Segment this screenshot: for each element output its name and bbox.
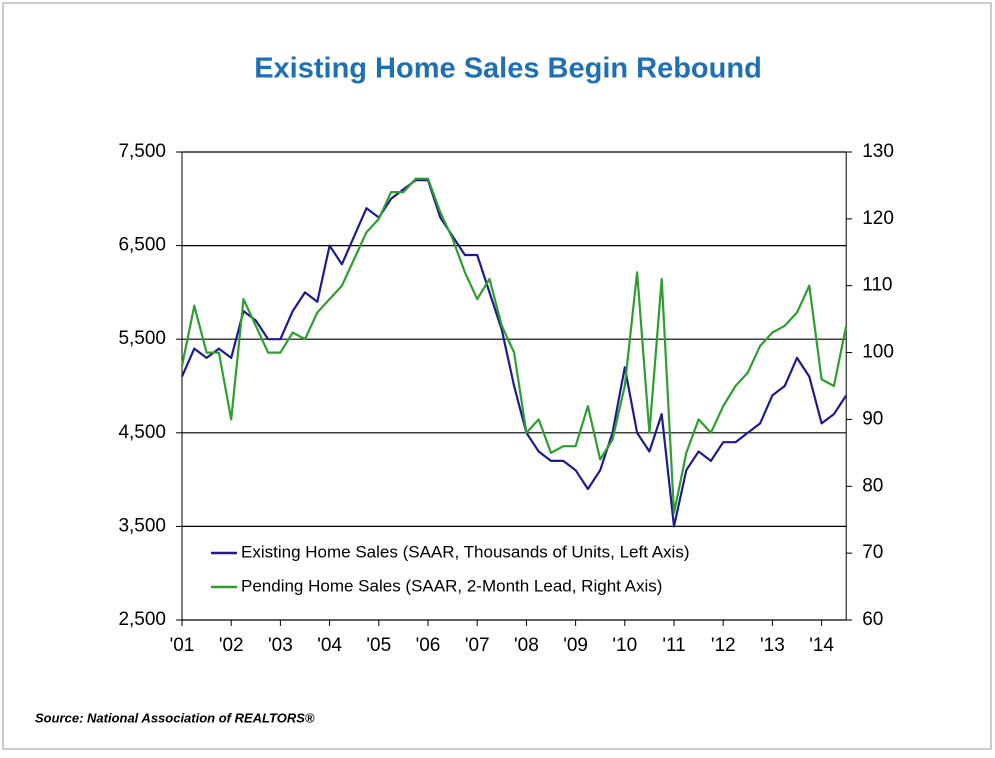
y2-tick-label: 60 <box>862 609 883 630</box>
y-tick-label: 2,500 <box>118 609 166 630</box>
x-tick-label: '03 <box>268 635 293 656</box>
y2-tick-label: 120 <box>862 208 894 229</box>
x-tick-label: '01 <box>170 635 195 656</box>
y-tick-label: 3,500 <box>118 515 166 536</box>
y-tick-label: 5,500 <box>118 328 166 349</box>
source: Source: National Association of REALTORS… <box>35 710 315 725</box>
x-tick-label: '13 <box>760 635 785 656</box>
x-tick-label: '10 <box>612 635 637 656</box>
y-tick-label: 4,500 <box>118 422 166 443</box>
x-tick-label: '06 <box>416 635 441 656</box>
y2-tick-label: 70 <box>862 542 883 563</box>
chart-title: Existing Home Sales Begin Rebound <box>254 53 762 85</box>
y2-tick-label: 100 <box>862 342 894 363</box>
y2-tick-label: 90 <box>862 408 883 429</box>
x-tick-label: '04 <box>317 635 342 656</box>
y2-tick-label: 80 <box>862 475 883 496</box>
y2-tick-label: 110 <box>862 275 892 296</box>
legend-label: Pending Home Sales (SAAR, 2-Month Lead, … <box>241 576 662 595</box>
x-tick-label: '02 <box>219 635 244 656</box>
x-tick-label: '08 <box>514 635 539 656</box>
series-line <box>180 179 848 528</box>
x-tick-label: '11 <box>662 635 685 656</box>
x-tick-label: '12 <box>711 635 736 656</box>
x-tick-label: '05 <box>366 635 391 656</box>
y-tick-label: 6,500 <box>118 235 166 256</box>
legend-label: Existing Home Sales (SAAR, Thousands of … <box>241 542 690 561</box>
y-tick-label: 7,500 <box>118 141 166 162</box>
x-tick-label: '07 <box>465 635 490 656</box>
x-tick-label: '09 <box>563 635 588 656</box>
y2-tick-label: 130 <box>862 141 894 162</box>
series-line <box>180 177 848 515</box>
x-tick-label: '14 <box>809 635 834 656</box>
